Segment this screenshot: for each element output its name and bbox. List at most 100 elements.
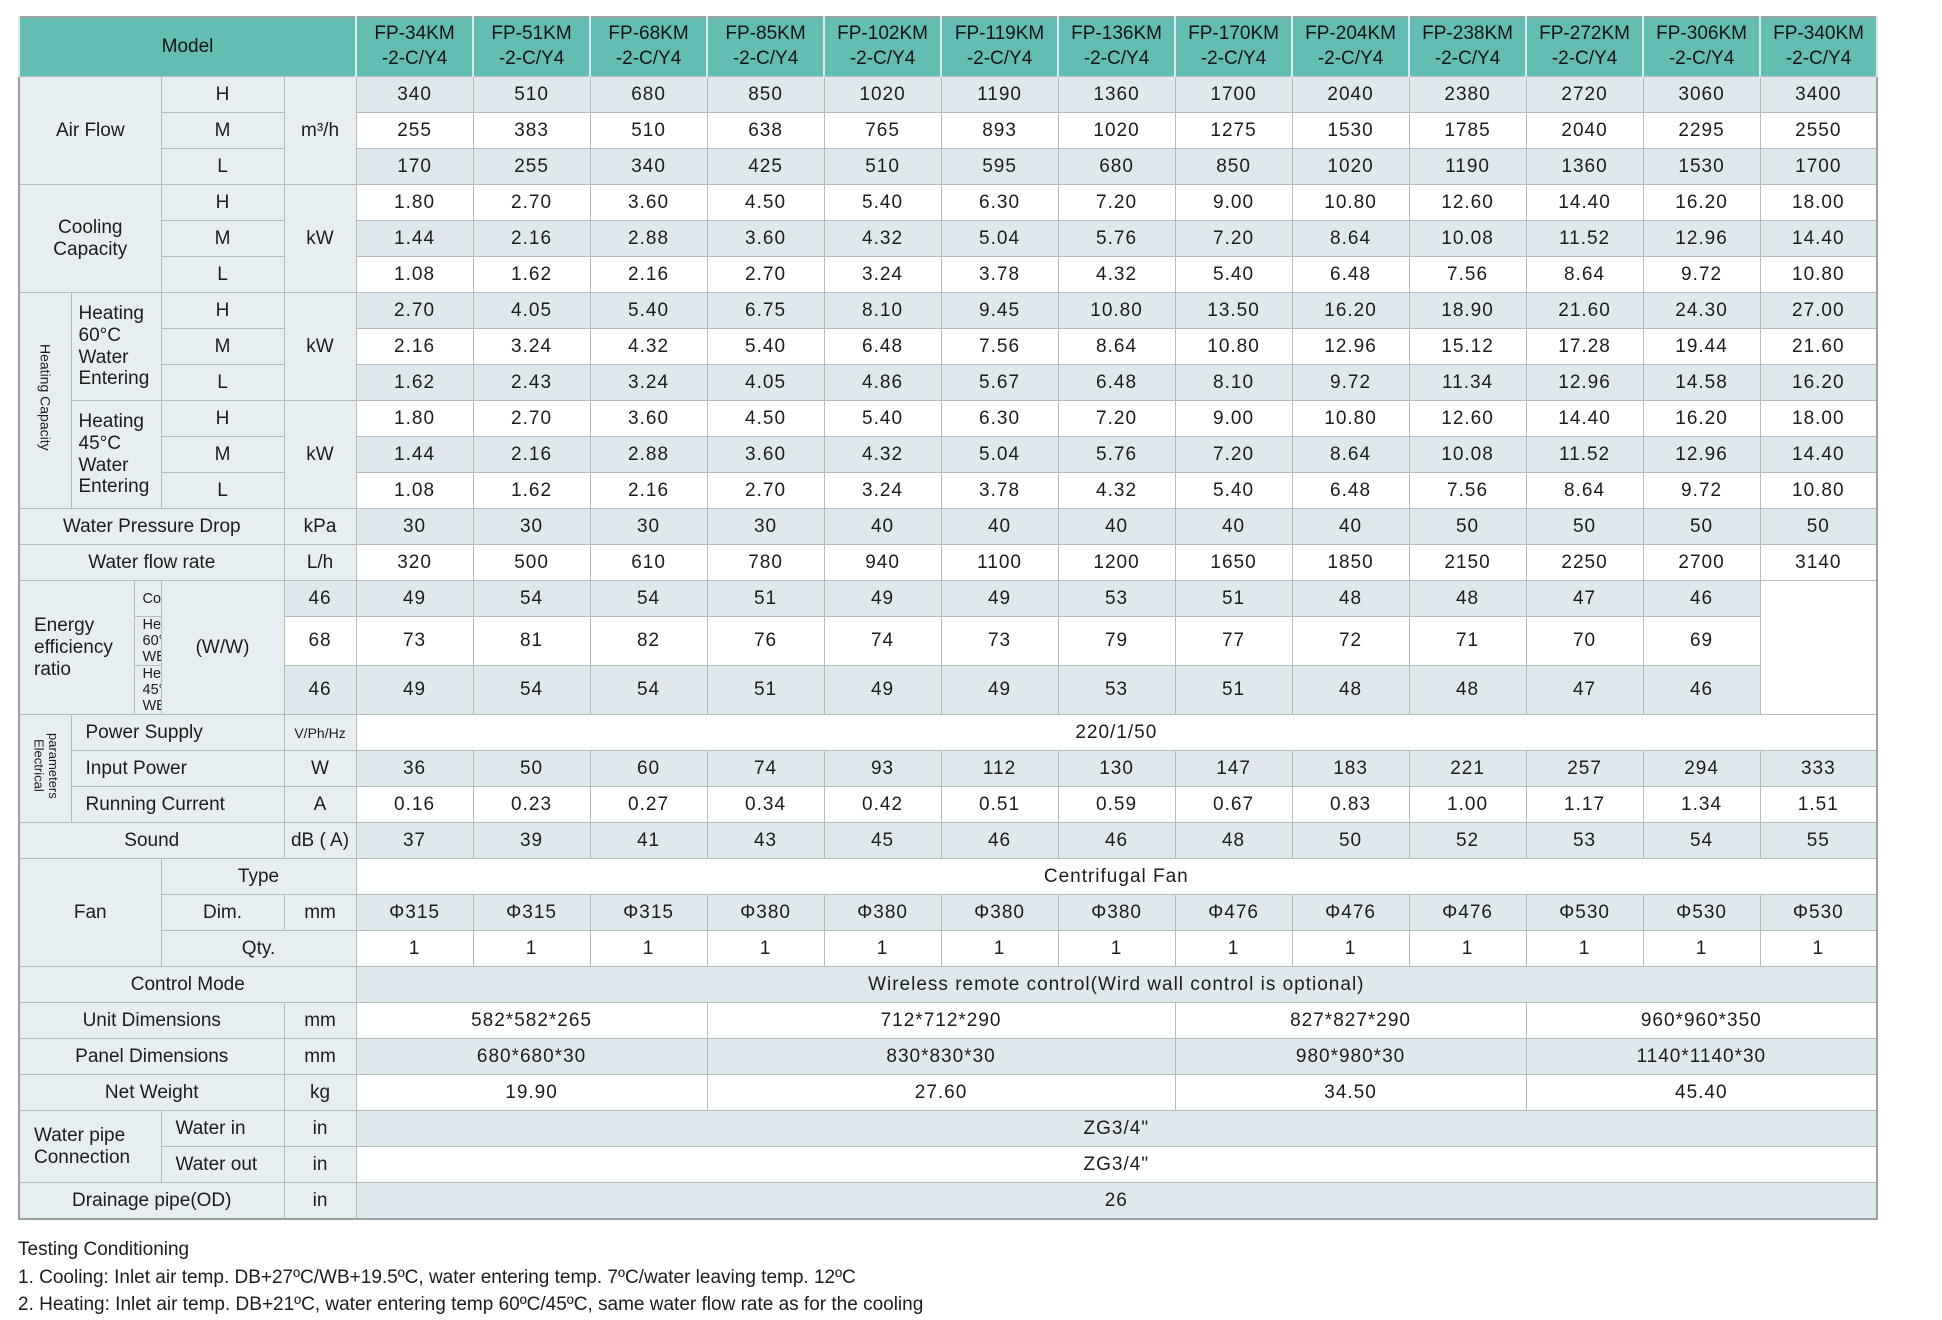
value-cell: 680*680*30	[355, 1038, 708, 1075]
table-row-water-in: Water pipe Connection Water in in ZG3/4"	[18, 1110, 1878, 1183]
value-cell: 5.40	[1174, 256, 1293, 293]
table-row-cooling-capacity-l: L 1.08 1.62 2.16 2.70 3.24 3.78 4.32 5.40 6.48 7.5…	[19, 256, 1878, 293]
value-cell: 1700	[1759, 148, 1878, 185]
value-cell: 1850	[1291, 544, 1410, 581]
value-cell: 93	[823, 750, 942, 787]
model-column-header: FP-68KM -2-C/Y4	[589, 16, 709, 77]
table-row-heating60-l: L 1.62 2.43 3.24 4.05 4.86 5.67 6.48 8.10 9.72 11.…	[19, 364, 1878, 401]
value-cell: 30	[706, 508, 825, 545]
value-cell: 0.83	[1291, 786, 1410, 823]
unit-cell: V/Ph/Hz	[283, 714, 357, 751]
model-column-header: FP-85KM -2-C/Y4	[706, 16, 826, 77]
value-cell: 294	[1642, 750, 1761, 787]
value-cell: Wireless remote control(Wird wall contro…	[355, 966, 1878, 1003]
value-cell: 10.80	[1174, 328, 1293, 365]
sub-label: H	[160, 184, 285, 221]
value-cell: 51	[706, 665, 825, 715]
sub-label: L	[160, 472, 285, 509]
value-cell: 1	[706, 930, 825, 967]
value-cell: 26	[355, 1182, 1878, 1220]
value-cell: 10.80	[1759, 472, 1878, 509]
sub-label: H	[160, 400, 285, 437]
value-cell: 680	[589, 76, 708, 113]
value-cell: 7.20	[1057, 184, 1176, 221]
row-label-electrical-parameters: Electrical parameters	[18, 714, 72, 823]
value-cell: 1.51	[1759, 786, 1878, 823]
value-cell: 1	[1291, 930, 1410, 967]
value-cell: 183	[1291, 750, 1410, 787]
value-cell: 8.64	[1525, 256, 1644, 293]
sub-label: M	[160, 220, 285, 257]
value-cell: 30	[472, 508, 591, 545]
table-row-running-current: Running Current A 0.16 0.23 0.27 0.34 0.42 0.51…	[19, 786, 1878, 823]
value-cell: 11.34	[1408, 364, 1527, 401]
unit-cell: kW	[283, 184, 357, 293]
value-cell: 0.16	[355, 786, 474, 823]
value-cell: 13.50	[1174, 292, 1293, 329]
value-cell: 46	[1642, 665, 1761, 715]
model-column-header: FP-340KM -2-C/Y4	[1759, 16, 1879, 77]
value-cell: 12.96	[1642, 220, 1761, 257]
value-cell: 7.56	[1408, 256, 1527, 293]
value-cell: 147	[1174, 750, 1293, 787]
value-cell: 827*827*290	[1174, 1002, 1527, 1039]
value-cell: 510	[823, 148, 942, 185]
value-cell: 39	[472, 822, 591, 859]
value-cell: 40	[1057, 508, 1176, 545]
value-cell: 14.40	[1525, 400, 1644, 437]
value-cell: Φ530	[1525, 894, 1644, 931]
value-cell: 510	[589, 112, 708, 149]
sub-label: Heating 45°C WET	[133, 665, 162, 715]
value-cell: 49	[940, 580, 1059, 617]
value-cell: 5.40	[589, 292, 708, 329]
value-cell: 2.88	[589, 436, 708, 473]
value-cell: 1.62	[355, 364, 474, 401]
value-cell: 19.44	[1642, 328, 1761, 365]
row-label-heating-capacity: Heating Capacity	[18, 292, 72, 509]
value-cell: 1.08	[355, 472, 474, 509]
value-cell: 130	[1057, 750, 1176, 787]
value-cell: 830*830*30	[706, 1038, 1176, 1075]
value-cell: 1020	[1291, 148, 1410, 185]
value-cell: 5.40	[706, 328, 825, 365]
value-cell: 10.80	[1057, 292, 1176, 329]
row-label-heating-45: Heating 45°C Water Entering	[70, 400, 162, 509]
value-cell: 5.76	[1057, 436, 1176, 473]
value-cell: 1	[823, 930, 942, 967]
value-cell: 3060	[1642, 76, 1761, 113]
value-cell: 10.08	[1408, 436, 1527, 473]
value-cell: 10.80	[1759, 256, 1878, 293]
value-cell: 0.51	[940, 786, 1059, 823]
row-label-panel-dimensions: Panel Dimensions	[18, 1038, 285, 1075]
value-cell: 1275	[1174, 112, 1293, 149]
value-cell: 9.00	[1174, 400, 1293, 437]
value-cell: 4.32	[823, 220, 942, 257]
value-cell: 3.60	[706, 436, 825, 473]
unit-cell: kW	[283, 292, 357, 401]
value-cell: 27.00	[1759, 292, 1878, 329]
value-cell: 14.40	[1525, 184, 1644, 221]
value-cell: 50	[472, 750, 591, 787]
value-cell: 2295	[1642, 112, 1761, 149]
value-cell: 2250	[1525, 544, 1644, 581]
value-cell: 9.45	[940, 292, 1059, 329]
table-row-water-flow-rate: Water flow rate L/h 320 500 610 780 940 1100 120…	[18, 544, 1878, 581]
vertical-label-text: Heating Capacity	[37, 344, 54, 451]
value-cell: 8.64	[1291, 436, 1410, 473]
value-cell: 170	[355, 148, 474, 185]
value-cell: 1190	[940, 76, 1059, 113]
row-label-unit-dimensions: Unit Dimensions	[18, 1002, 285, 1039]
unit-cell: dB ( A)	[283, 822, 357, 859]
value-cell: 255	[472, 148, 591, 185]
value-cell: 54	[589, 580, 708, 617]
model-column-header: FP-272KM -2-C/Y4	[1525, 16, 1645, 77]
value-cell: 1	[1174, 930, 1293, 967]
value-cell: 16.20	[1642, 400, 1761, 437]
value-cell: 257	[1525, 750, 1644, 787]
value-cell: 15.12	[1408, 328, 1527, 365]
value-cell: 3.24	[472, 328, 591, 365]
value-cell: 1	[355, 930, 474, 967]
value-cell: 1200	[1057, 544, 1176, 581]
unit-cell: in	[283, 1146, 357, 1183]
